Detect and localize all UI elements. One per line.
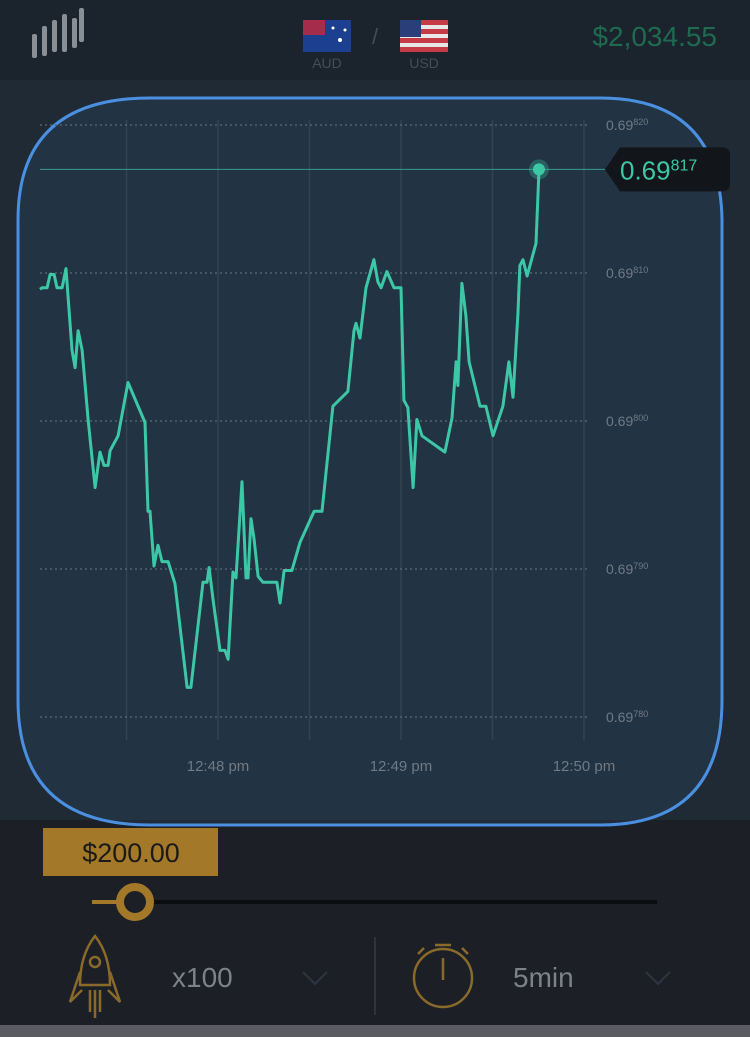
rocket-icon [68, 933, 122, 1018]
pair-separator: / [372, 24, 379, 49]
chart-bg [0, 80, 750, 820]
bottom-bar [0, 1025, 750, 1037]
quote-currency: USD [409, 55, 439, 71]
timer-icon [412, 943, 474, 1009]
price-tag [605, 147, 730, 192]
label-sup: 800 [633, 413, 648, 423]
duration[interactable]: 5min [513, 962, 574, 993]
header-bg [0, 0, 750, 80]
duration-chevron[interactable] [645, 971, 671, 986]
label-sup: 820 [633, 117, 648, 127]
usd-flag [400, 20, 448, 52]
label-base: 0.69 [606, 709, 633, 725]
last-point [532, 163, 545, 176]
y-tick-label: 0.69820 [606, 117, 648, 133]
y-tick-label: 0.69780 [606, 709, 648, 725]
base-currency: AUD [312, 55, 342, 71]
x-tick-label: 12:48 pm [187, 758, 250, 775]
label-base: 0.69 [606, 413, 633, 429]
multiplier[interactable]: x100 [172, 962, 233, 993]
chart: 12:48 pm 12:49 pm 12:50 pm0.697800.697900.… [39, 117, 730, 775]
label-sup: 790 [633, 561, 648, 571]
label-base: 0.69 [606, 265, 633, 281]
label-sup: 780 [633, 709, 648, 719]
y-tick-label: 0.69810 [606, 265, 648, 281]
label-base: 0.69 [606, 561, 633, 577]
label-sup: 817 [671, 157, 698, 174]
current-price: 0.69817 [620, 155, 697, 185]
price-line [39, 169, 541, 689]
multiplier-chevron[interactable] [302, 971, 328, 986]
y-tick-label: 0.69800 [606, 413, 648, 429]
logo[interactable] [32, 8, 84, 58]
amount: $200.00 [82, 838, 180, 868]
y-tick-label: 0.69790 [606, 561, 648, 577]
balance: $2,034.55 [592, 21, 717, 52]
slider-knob[interactable] [116, 883, 154, 921]
x-tick-label: 12:50 pm [553, 758, 616, 775]
label-base: 0.69 [620, 155, 671, 185]
amount-box[interactable] [43, 828, 218, 876]
label-sup: 810 [633, 265, 648, 275]
label-base: 0.69 [606, 117, 633, 133]
x-tick-label: 12:49 pm [370, 758, 433, 775]
aud-flag [303, 20, 351, 52]
